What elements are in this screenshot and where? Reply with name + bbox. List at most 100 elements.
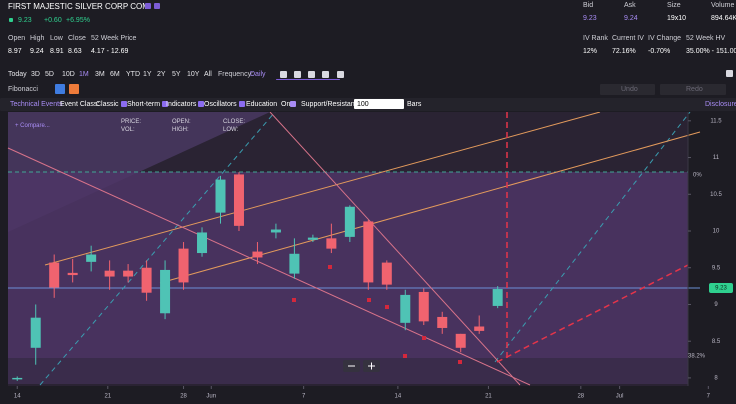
range-button[interactable]: 3D [31,71,40,78]
y-tick-label: 11 [713,155,720,161]
badge [154,3,160,9]
trend-line [7,147,531,386]
iv-label: 52 Week HV [686,35,726,42]
chart: 8 8.5 9 9.5 10 10.5 11 11.5 14 21 28 Jun 7 14 21 28 Jul 7… [0,112,736,404]
range-button[interactable]: 10D [62,71,75,78]
checkbox[interactable] [239,101,245,107]
bars-input[interactable] [354,99,404,109]
iv-value: 12% [583,48,598,55]
bars-value: 100 [357,101,369,108]
quote-label: Ask [624,2,636,9]
change: +0.60 [44,17,62,24]
trend-line [39,112,276,386]
range-button[interactable]: 5D [45,71,54,78]
info-field: LOW: [223,127,239,133]
x-tick-label: 14 [14,394,21,400]
candle-body [418,291,429,322]
range-button[interactable]: 10Y [187,71,200,78]
stat-label: Open [8,35,26,42]
candle-body [344,206,355,237]
fullscreen-button[interactable] [726,70,733,77]
quote-label: Volume [711,2,735,9]
range-button[interactable]: 3M [95,71,105,78]
y-tick-label: 9 [714,302,718,308]
trend-line [494,112,691,363]
candle-body [326,238,337,249]
candle-body [141,267,152,293]
compare-link[interactable]: + Compare... [15,123,50,129]
range-button[interactable]: 1M [79,71,89,78]
candle-body [289,253,300,274]
quote-value: 894.64K [711,15,736,22]
event-marker [328,265,332,269]
info-field: PRICE: [121,119,142,125]
study-name: Fibonacci [8,86,38,93]
candle-body [197,232,208,254]
draw-tool[interactable] [280,71,287,78]
undo-button[interactable] [600,84,655,95]
event-class-label: Event Class: [60,101,100,108]
checkbox[interactable] [198,101,204,107]
event-marker [403,354,407,358]
stat-label: High [30,35,45,42]
color-swatch[interactable] [69,84,79,94]
disclosure-link[interactable]: Disclosure [705,101,736,108]
color-swatch[interactable] [55,84,65,94]
event-class: Oscillators [204,101,237,108]
y-tick-label: 9.5 [712,265,721,271]
redo-button[interactable] [660,84,726,95]
trend-line [269,112,521,386]
x-tick-label: 21 [104,394,111,400]
quote-value: 19x10 [667,15,687,22]
candle-body [30,317,41,348]
stat-value: 8.97 [8,48,22,55]
event-class: Education [246,101,278,108]
draw-tool[interactable] [322,71,329,78]
level-label: 38.2% [688,354,706,360]
checkbox[interactable] [162,101,168,107]
stat-label: Close [68,35,86,42]
range-button[interactable]: All [204,71,212,78]
range-button[interactable]: YTD [126,71,140,78]
draw-tool[interactable] [294,71,301,78]
iv-value: 72.16% [612,48,636,55]
info-field: HIGH: [172,127,189,133]
info-field: VOL: [121,127,135,133]
event-class: Indicators [166,101,197,108]
bars-label: Bars [407,101,422,108]
frequency-select[interactable]: Daily [250,71,266,78]
zoom-icons [348,362,375,370]
candle-body [381,262,392,285]
up-arrow [9,18,13,22]
range-button[interactable]: 5Y [172,71,181,78]
range-button[interactable]: Today [8,71,27,78]
fib-zone [8,172,688,358]
toggle[interactable] [290,101,296,107]
candle-body [67,272,78,276]
info-field: CLOSE: [223,119,246,125]
y-tick-label: 8.5 [712,339,721,345]
events-title[interactable]: Technical Events [10,101,63,108]
stat-value: 8.63 [68,48,82,55]
candle-body [492,289,503,306]
range-button[interactable]: 6M [110,71,120,78]
candle-body [437,316,448,328]
checkbox[interactable] [121,101,127,107]
candle-body [252,251,263,258]
change-pct: +6.95% [66,17,90,24]
draw-tool[interactable] [308,71,315,78]
x-tick-label: Jul [616,394,624,400]
x-tick-label: 28 [180,394,187,400]
quote-value: 9.23 [583,15,597,22]
iv-label: Current IV [612,35,644,42]
draw-tool[interactable] [337,71,344,78]
event-marker [458,360,462,364]
range-button[interactable]: 2Y [157,71,166,78]
iv-value: 35.00% - 151.00% [686,48,736,55]
stat-value: 4.17 - 12.69 [91,48,129,55]
x-tick-label: 7 [302,394,306,400]
range-button[interactable]: 1Y [143,71,152,78]
candle-body [12,377,23,380]
event-marker [292,298,296,302]
